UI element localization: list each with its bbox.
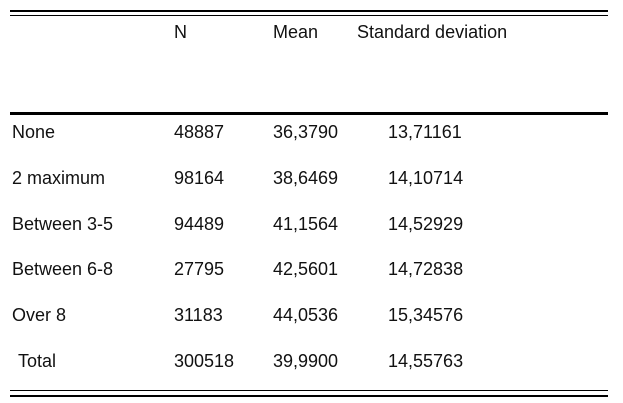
mean-cell: 44,0536: [273, 305, 339, 326]
row-label: Over 8: [12, 305, 67, 326]
top-rule: [10, 15, 608, 16]
n-cell: 300518: [174, 351, 235, 371]
sd-cell: 13,71161: [388, 122, 462, 142]
mean-cell: 42,5601: [273, 259, 339, 280]
mean-cell: 36,3790: [273, 122, 339, 142]
sd-cell: 14,52929: [388, 213, 464, 234]
bottom-rule: [10, 390, 608, 391]
n-cell: 94489: [174, 213, 225, 234]
header-rule: [10, 112, 608, 115]
mean-cell: 39,9900: [273, 351, 339, 371]
bottom-rule: [10, 395, 608, 397]
mean-cell: 38,6469: [273, 167, 339, 188]
n-cell: 31183: [174, 305, 223, 326]
sd-cell: 14,72838: [388, 259, 464, 280]
row-label: 2 maximum: [12, 167, 106, 188]
row-label: Between 3-5: [12, 213, 114, 234]
column-header: Mean: [273, 22, 319, 42]
n-cell: 48887: [174, 122, 225, 142]
row-label: Total: [18, 351, 57, 371]
row-label: Between 6-8: [12, 259, 114, 280]
column-header: Standard deviation: [357, 22, 508, 42]
column-header: N: [174, 22, 187, 42]
n-cell: 98164: [174, 167, 225, 188]
sd-cell: 14,55763: [388, 351, 464, 371]
row-label: None: [12, 122, 56, 142]
n-cell: 27795: [174, 259, 225, 280]
mean-cell: 41,1564: [273, 213, 339, 234]
sd-cell: 14,10714: [388, 167, 464, 188]
sd-cell: 15,34576: [388, 305, 464, 326]
top-rule: [10, 10, 608, 12]
